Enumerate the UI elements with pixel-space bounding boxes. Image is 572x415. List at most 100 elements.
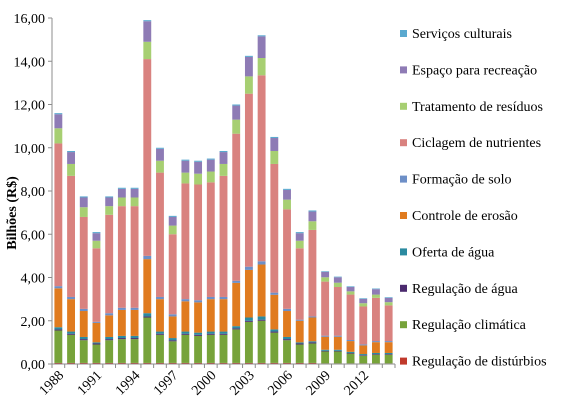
bar-segment-7 (79, 207, 88, 217)
y-axis-title-group: Bilhões (R$) (5, 176, 20, 250)
bar-segment-4 (168, 316, 177, 339)
bar-segment-0 (92, 362, 101, 364)
bar-segment-5 (384, 341, 393, 343)
bar-segment-7 (168, 225, 177, 235)
bar-segment-7 (308, 221, 317, 230)
bar-segment-7 (156, 160, 164, 173)
bar-stack-2010 (333, 276, 342, 364)
bar-segment-4 (156, 299, 164, 332)
bar-segment-1 (232, 329, 241, 363)
bar-segment-7 (130, 197, 139, 207)
bar-segment-1 (67, 334, 75, 363)
bar-segment-1 (79, 340, 88, 363)
legend-swatch (400, 284, 407, 292)
bar-segment-7 (321, 277, 330, 282)
bar-segment-5 (232, 280, 241, 283)
x-tick-label: 2012 (342, 368, 372, 398)
bar-segment-7 (105, 206, 114, 215)
bar-segment-4 (321, 336, 330, 350)
legend-swatch (400, 30, 407, 37)
legend-label: Oferta de água (412, 245, 495, 260)
legend-label: Formação de solo (412, 173, 512, 188)
bar-segment-5 (372, 341, 380, 343)
bar-segment-0 (232, 362, 241, 364)
bar-segment-1 (219, 334, 228, 363)
bar-segment-8 (359, 298, 368, 304)
bar-stack-2004 (257, 35, 266, 364)
bar-segment-0 (308, 362, 317, 364)
bar-segment-2 (308, 342, 317, 344)
legend-swatch (400, 139, 407, 147)
bar-segment-5 (105, 313, 114, 316)
bar-segment-6 (232, 133, 241, 281)
bar-segment-9 (384, 297, 393, 298)
bar-segment-9 (308, 210, 317, 212)
bar-segment-2 (372, 354, 380, 355)
bar-segment-2 (232, 328, 241, 330)
bar-segment-4 (130, 309, 139, 336)
bar-segment-1 (384, 354, 393, 364)
bar-stack-1994 (130, 187, 139, 364)
bar-segment-3 (67, 331, 75, 334)
x-tick-label: 2006 (265, 368, 295, 398)
bar-segment-7 (333, 282, 342, 288)
bar-segment-8 (54, 114, 63, 129)
bar-segment-3 (117, 335, 126, 339)
bar-segment-6 (333, 287, 342, 336)
bar-segment-0 (219, 362, 228, 364)
legend-item: Regulação climática (400, 318, 527, 333)
bar-segment-7 (92, 240, 101, 249)
bar-segment-2 (321, 350, 330, 352)
x-tick-label: 2000 (189, 368, 219, 398)
bar-segment-2 (54, 329, 63, 331)
bar-segment-5 (117, 307, 126, 310)
bar-segment-2 (270, 331, 279, 333)
bar-segment-5 (143, 255, 152, 260)
bar-stack-2000 (206, 158, 215, 364)
bar-segment-3 (181, 331, 190, 334)
bar-segment-8 (206, 159, 215, 172)
bar-segment-7 (143, 41, 152, 60)
bar-segment-8 (295, 233, 304, 241)
bar-segment-0 (105, 362, 114, 364)
bar-segment-1 (194, 335, 203, 363)
bar-segment-9 (181, 159, 190, 161)
legend-swatch (400, 212, 407, 219)
bar-segment-2 (79, 339, 88, 341)
x-axis-ticks: 1988 1991 1994 1997 2000 2003 2006 2009 2012 (37, 364, 396, 399)
bar-segment-4 (244, 269, 253, 318)
bar-segment-1 (130, 339, 139, 363)
bar-segment-6 (244, 93, 253, 267)
bar-segment-1 (206, 334, 215, 363)
bar-segment-8 (67, 152, 75, 164)
bar-stack-2008 (308, 210, 317, 364)
bar-segment-2 (181, 333, 190, 335)
bar-segment-1 (105, 340, 114, 363)
bar-segment-0 (130, 362, 139, 364)
bar-segment-6 (156, 172, 164, 297)
legend-item: Controle de erosão (400, 209, 518, 224)
bar-stack-2006 (283, 188, 291, 364)
bar-segment-1 (321, 351, 330, 364)
y-tick-label: 8,00 (21, 185, 46, 200)
bar-segment-6 (283, 209, 291, 309)
legend-label: Tratamento de resíduos (412, 100, 543, 115)
legend-item: Tratamento de resíduos (400, 100, 543, 115)
legend-label: Espaço para recreação (412, 63, 537, 78)
bar-segment-6 (194, 184, 203, 301)
bar-segment-4 (257, 264, 266, 317)
x-tick-label: 2003 (227, 368, 257, 398)
bar-segment-2 (92, 343, 101, 345)
bar-segment-5 (156, 296, 164, 300)
bars (54, 20, 393, 364)
bar-segment-5 (181, 299, 190, 302)
bar-segment-7 (194, 173, 203, 185)
bar-segment-0 (283, 362, 291, 364)
bar-segment-7 (181, 172, 190, 184)
bar-segment-7 (67, 163, 75, 176)
bar-segment-0 (54, 362, 63, 364)
bar-segment-1 (372, 354, 380, 364)
bar-segment-9 (295, 232, 304, 234)
bar-segment-7 (359, 303, 368, 307)
